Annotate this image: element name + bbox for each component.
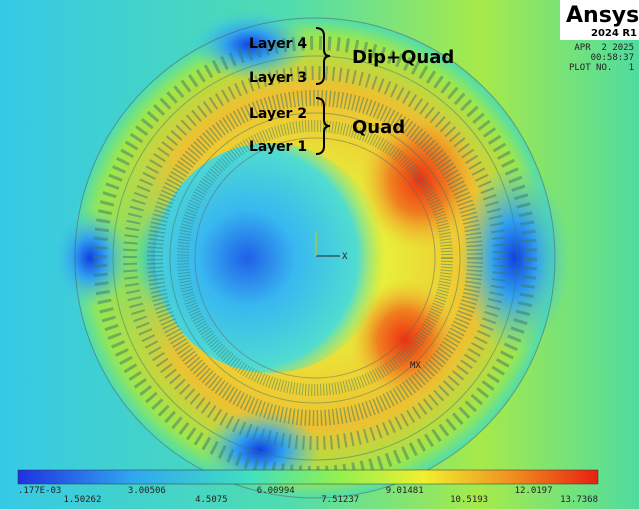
- plot-time: 00:58:37: [591, 53, 634, 63]
- max-label: MX: [410, 361, 421, 371]
- legend-label: 12.0197: [515, 486, 553, 496]
- plot-number: PLOT NO. 1: [569, 63, 634, 73]
- group-label: Dip+Quad: [352, 47, 454, 68]
- logo-version: 2024 R1: [591, 28, 637, 39]
- color-bar: [18, 470, 598, 484]
- legend-label: 9.01481: [386, 486, 424, 496]
- legend-label: 7.51237: [321, 495, 359, 505]
- group-label: Quad: [352, 117, 405, 138]
- ansys-plot: X MX Layer 4 Layer 3 Layer 2 Layer 1 Dip…: [0, 0, 639, 509]
- legend-label: 4.5075: [195, 495, 228, 505]
- plot-date: APR 2 2025: [574, 43, 634, 53]
- legend-label: 3.00506: [128, 486, 166, 496]
- legend-label: 13.7368: [560, 495, 598, 505]
- layer-label: Layer 1: [249, 139, 307, 155]
- legend-label: 1.50262: [63, 495, 101, 505]
- cold-zone: [50, 208, 130, 308]
- inner-core: [155, 143, 385, 373]
- legend-label: .177E-03: [18, 486, 61, 496]
- layer-label: Layer 4: [249, 36, 307, 52]
- layer-label: Layer 3: [249, 70, 307, 86]
- legend-label: 10.5193: [450, 495, 488, 505]
- axis-label: X: [342, 252, 348, 262]
- legend-label: 6.00994: [257, 486, 295, 496]
- logo-brand: Ansys: [566, 3, 639, 28]
- layer-label: Layer 2: [249, 106, 307, 122]
